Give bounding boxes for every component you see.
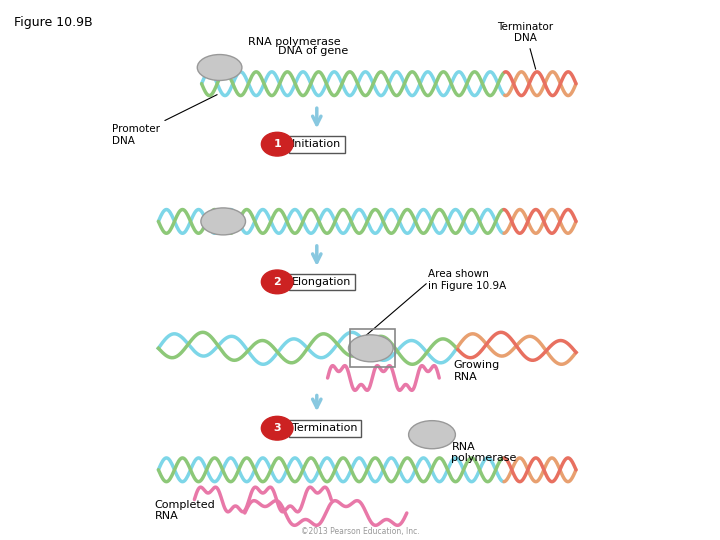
Circle shape: [261, 416, 293, 440]
Text: Figure 10.9B: Figure 10.9B: [14, 16, 93, 29]
Ellipse shape: [197, 55, 242, 80]
Text: DNA of gene: DNA of gene: [278, 45, 348, 56]
Ellipse shape: [348, 335, 393, 362]
Text: Promoter
DNA: Promoter DNA: [112, 94, 217, 146]
Ellipse shape: [201, 208, 246, 235]
Text: Initiation: Initiation: [292, 139, 341, 149]
Text: 3: 3: [274, 423, 281, 433]
Text: 1: 1: [274, 139, 281, 149]
Ellipse shape: [409, 421, 456, 449]
Text: 2: 2: [274, 277, 281, 287]
Text: Termination: Termination: [292, 423, 358, 433]
Text: ©2013 Pearson Education, Inc.: ©2013 Pearson Education, Inc.: [301, 526, 419, 536]
Text: Area shown
in Figure 10.9A: Area shown in Figure 10.9A: [428, 269, 507, 291]
Circle shape: [261, 132, 293, 156]
Text: Completed
RNA: Completed RNA: [155, 500, 215, 521]
Text: RNA polymerase: RNA polymerase: [248, 37, 341, 47]
Text: RNA
polymerase: RNA polymerase: [451, 442, 517, 463]
Text: Terminator
DNA: Terminator DNA: [498, 22, 554, 69]
Text: Elongation: Elongation: [292, 277, 351, 287]
Text: Growing
RNA: Growing RNA: [454, 360, 500, 382]
Circle shape: [261, 270, 293, 294]
